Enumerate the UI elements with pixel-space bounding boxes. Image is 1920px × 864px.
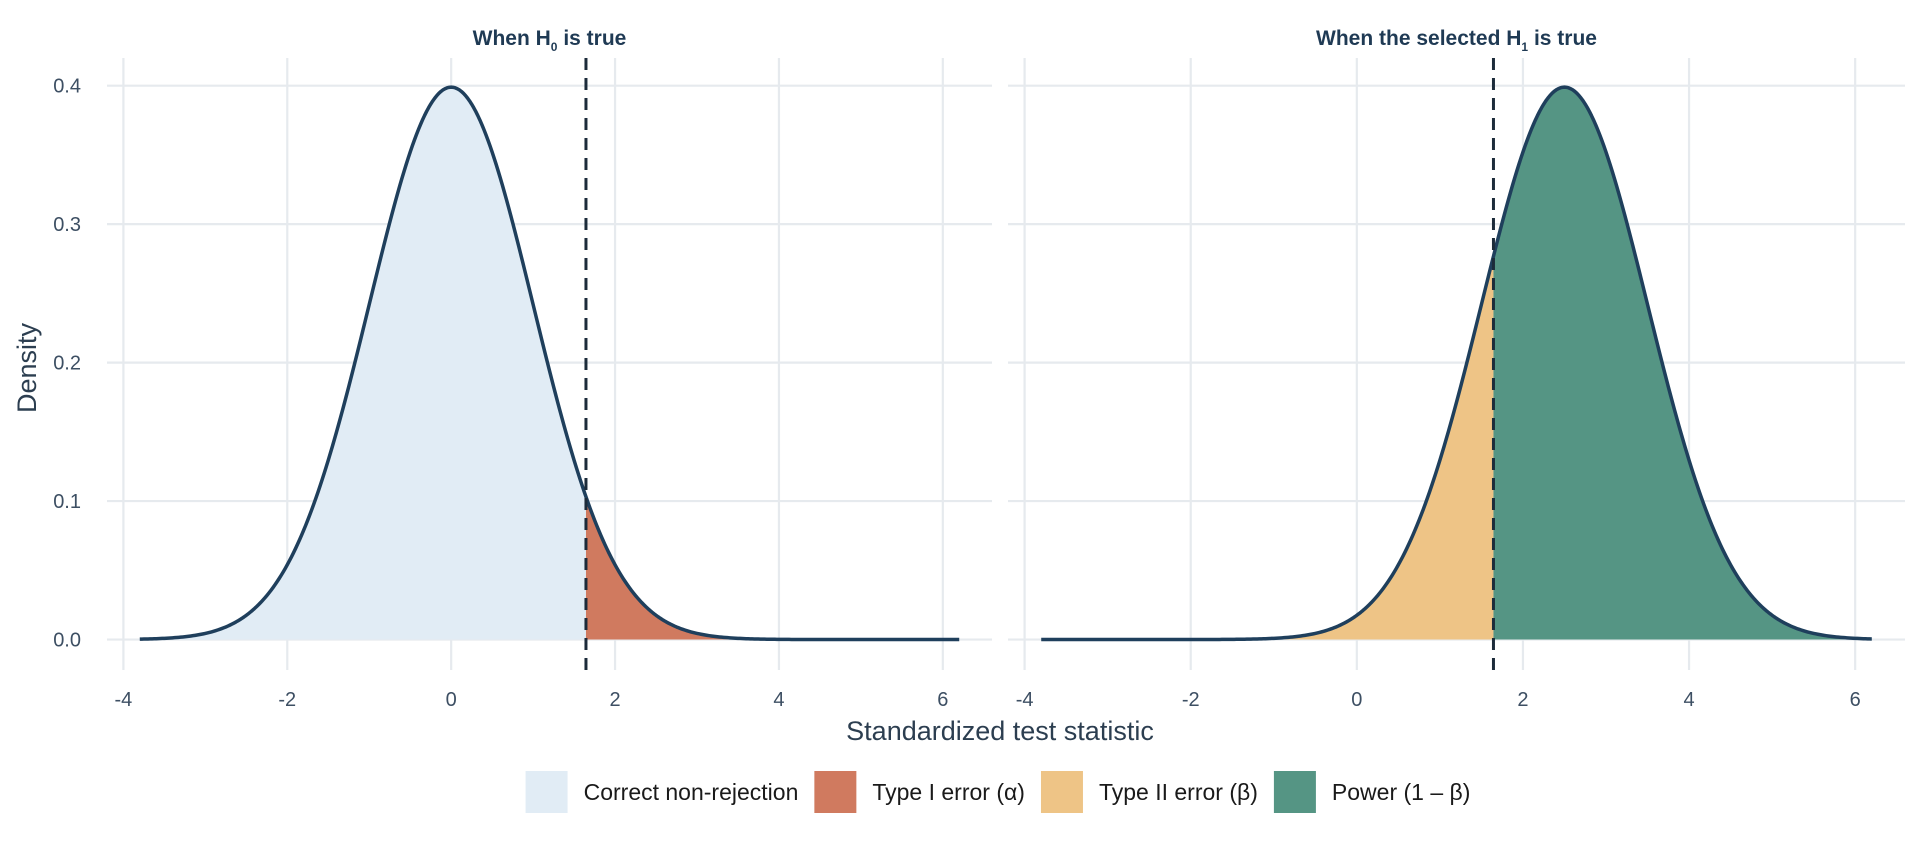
panel-1: -4 -2 0 2 4 6 0.0 0.1 0.2 0.3 0.4 When H0 is true [53, 27, 992, 711]
x-tick-label: 2 [609, 689, 620, 711]
y-tick-label: 0.4 [53, 76, 81, 98]
legend-key [525, 771, 568, 813]
legend-key [1040, 771, 1083, 813]
legend-item: Type II error (β) [1040, 771, 1258, 813]
x-tick-label: 6 [937, 689, 948, 711]
legend-key [814, 771, 857, 813]
x-tick-label: 4 [1683, 689, 1694, 711]
legend-label: Type I error (α) [872, 779, 1025, 805]
y-axis-title: Density [12, 322, 42, 413]
region-1 [139, 87, 586, 640]
region-1 [1041, 256, 1494, 640]
x-tick-label: 2 [1517, 689, 1528, 711]
panel-title: When the selected H1 is true [1316, 27, 1597, 54]
x-tick-label: 0 [446, 689, 457, 711]
region-2 [585, 496, 960, 640]
x-tick-label: -4 [114, 689, 132, 711]
x-axis-title: Standardized test statistic [846, 716, 1154, 746]
legend-label: Correct non-rejection [584, 779, 799, 805]
x-tick-label: -2 [1182, 689, 1200, 711]
legend-key [1273, 771, 1316, 813]
panel-title: When H0 is true [473, 27, 627, 54]
y-tick-label: 0.2 [53, 353, 81, 375]
y-tick-label: 0.1 [53, 491, 81, 513]
x-tick-label: 6 [1850, 689, 1861, 711]
density-curve [1041, 85, 1872, 642]
density-curve [139, 85, 960, 642]
x-tick-label: 4 [773, 689, 784, 711]
region-2 [1493, 87, 1872, 640]
legend-item: Type I error (α) [814, 771, 1025, 813]
legend: Correct non-rejection Type I error (α) Typ… [525, 771, 1471, 813]
x-tick-label: -4 [1016, 689, 1034, 711]
legend-item: Power (1 – β) [1273, 771, 1471, 813]
panel-2: -4 -2 0 2 4 6 When the selected H1 is true [1008, 27, 1905, 711]
legend-item: Correct non-rejection [525, 771, 799, 813]
x-tick-label: 0 [1351, 689, 1362, 711]
y-tick-label: 0.0 [53, 630, 81, 652]
legend-label: Type II error (β) [1099, 779, 1258, 805]
x-tick-label: -2 [278, 689, 296, 711]
y-tick-label: 0.3 [53, 214, 81, 236]
legend-label: Power (1 – β) [1332, 779, 1471, 805]
